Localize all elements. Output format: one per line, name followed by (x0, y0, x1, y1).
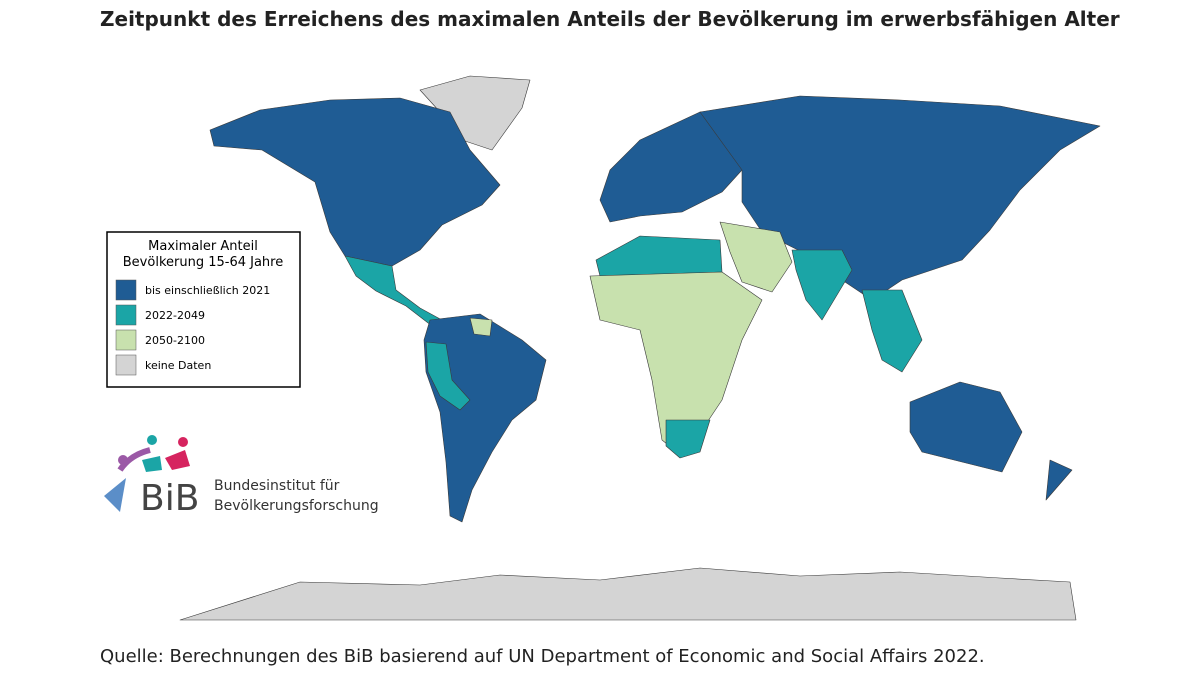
logo-shape (142, 456, 162, 472)
australia (909, 381, 1023, 473)
legend-swatch (115, 279, 137, 301)
logo-shape (118, 455, 128, 465)
logo-shape (104, 478, 126, 512)
logo-abbr: BiB (140, 478, 199, 519)
andes (425, 341, 471, 411)
title: Zeitpunkt des Erreichens des maximalen A… (100, 7, 1120, 31)
central-america (344, 255, 443, 327)
north-america (209, 97, 501, 267)
world-map (179, 75, 1101, 621)
logo-shape (117, 447, 151, 472)
southeast-asia (861, 289, 923, 373)
antarctica (179, 567, 1077, 621)
north-africa (595, 235, 723, 277)
new-zealand (1045, 459, 1073, 501)
asia (699, 95, 1101, 301)
legend-swatch (115, 304, 137, 326)
legend-title: Maximaler Anteil (148, 239, 258, 254)
legend-label: 2050-2100 (145, 334, 205, 347)
middle-east (719, 221, 793, 293)
legend-label: bis einschließlich 2021 (145, 284, 270, 297)
legend-label: 2022-2049 (145, 309, 205, 322)
legend-box (106, 231, 301, 388)
logo-text: Bevölkerungsforschung (214, 498, 379, 514)
logo-shape (147, 435, 157, 445)
source: Quelle: Berechnungen des BiB basierend a… (100, 646, 985, 667)
south-america (423, 313, 547, 523)
guiana (469, 317, 493, 337)
legend-title: Bevölkerung 15-64 Jahre (123, 255, 283, 270)
legend-swatch (115, 354, 137, 376)
legend-items: bis einschließlich 2021 2022-2049 2050-210… (115, 279, 270, 376)
logo-shape (178, 437, 188, 447)
logo-shape (165, 450, 190, 470)
logo: BiB Bundesinstitut für Bevölkerungsforsc… (104, 435, 379, 519)
india (791, 249, 853, 321)
southern-africa (665, 419, 711, 459)
legend-swatch (115, 329, 137, 351)
legend: Maximaler Anteil Bevölkerung 15-64 Jahre… (106, 231, 301, 388)
legend-label: keine Daten (145, 359, 211, 372)
logo-text: Bundesinstitut für (214, 478, 340, 494)
